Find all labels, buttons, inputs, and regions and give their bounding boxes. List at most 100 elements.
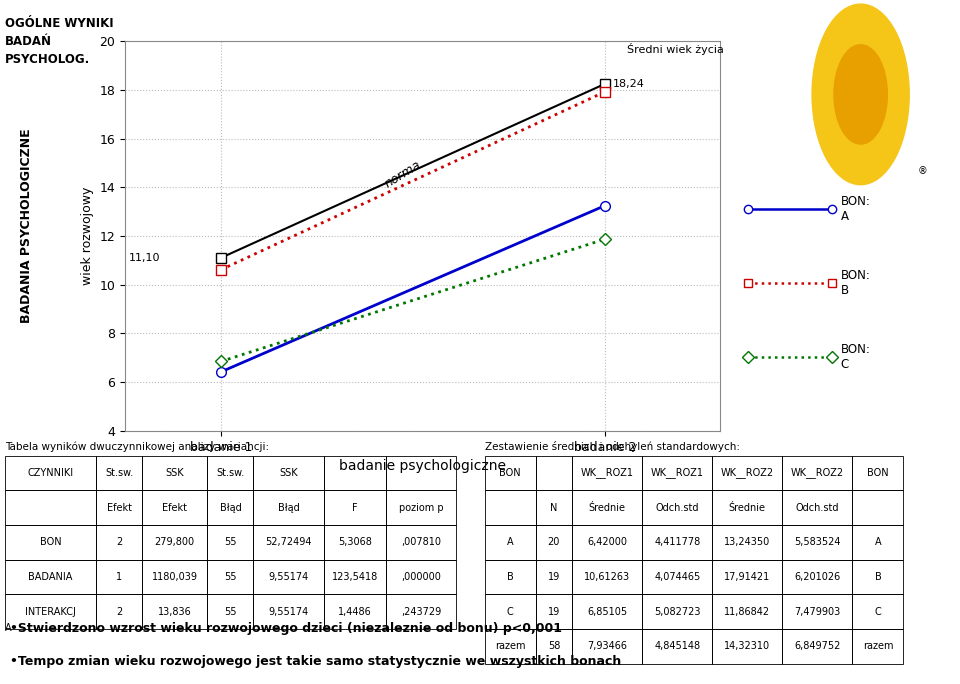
Text: Efekt: Efekt [162, 503, 187, 512]
Text: Średni wiek życia: Średni wiek życia [627, 44, 724, 55]
Bar [386, 456, 456, 490]
Text: N: N [550, 503, 558, 512]
Bar [207, 490, 253, 525]
Bar [485, 456, 536, 490]
Text: 10,61263: 10,61263 [584, 572, 631, 582]
Bar [142, 525, 207, 560]
Text: 58: 58 [548, 642, 560, 651]
Text: C: C [875, 607, 881, 616]
Bar [96, 490, 142, 525]
Text: BON:
C: BON: C [841, 343, 871, 371]
Text: BON:
A: BON: A [841, 196, 871, 223]
Text: 6,201026: 6,201026 [794, 572, 841, 582]
Bar [852, 525, 903, 560]
Bar [572, 560, 642, 594]
Text: BON: BON [39, 537, 61, 547]
Bar [5, 525, 96, 560]
Text: 2: 2 [116, 607, 122, 616]
Bar [852, 629, 903, 663]
Bar [712, 490, 782, 525]
Text: 123,5418: 123,5418 [331, 572, 378, 582]
Text: B: B [507, 572, 514, 582]
Text: 5,082723: 5,082723 [654, 607, 701, 616]
Text: Średnie: Średnie [729, 503, 766, 512]
Text: 19: 19 [548, 607, 560, 616]
Text: 4,074465: 4,074465 [654, 572, 701, 582]
Text: poziom p: poziom p [398, 503, 444, 512]
Text: 11,86842: 11,86842 [724, 607, 771, 616]
Bar [642, 594, 712, 629]
Text: 14,32310: 14,32310 [724, 642, 771, 651]
X-axis label: badanie psychologiczne: badanie psychologiczne [339, 459, 506, 473]
Bar [324, 594, 386, 629]
Bar [712, 594, 782, 629]
Text: C: C [507, 607, 514, 616]
Bar [5, 490, 96, 525]
Bar [712, 629, 782, 663]
Text: 13,24350: 13,24350 [724, 537, 771, 547]
Bar [253, 525, 324, 560]
Text: 55: 55 [224, 607, 237, 616]
Text: 2: 2 [116, 537, 122, 547]
Bar [253, 594, 324, 629]
Circle shape [834, 44, 887, 144]
Bar [485, 490, 536, 525]
Bar [536, 594, 572, 629]
Text: ,000000: ,000000 [401, 572, 441, 582]
Bar [536, 629, 572, 663]
Text: Błąd: Błąd [277, 503, 300, 512]
Bar [572, 525, 642, 560]
Bar [782, 490, 852, 525]
Bar [485, 629, 536, 663]
Bar [642, 560, 712, 594]
Text: 4,845148: 4,845148 [654, 642, 701, 651]
Bar [852, 490, 903, 525]
Text: 5,3068: 5,3068 [338, 537, 372, 547]
Text: 52,72494: 52,72494 [265, 537, 312, 547]
Bar [712, 525, 782, 560]
Text: 1: 1 [116, 572, 122, 582]
Text: BON:
B: BON: B [841, 269, 871, 297]
Bar [536, 525, 572, 560]
Bar [852, 594, 903, 629]
Text: 13,836: 13,836 [157, 607, 192, 616]
Bar [142, 456, 207, 490]
Text: Tabela wyników dwuczynnikowej analizy wariancji:: Tabela wyników dwuczynnikowej analizy wa… [5, 441, 269, 452]
Text: 279,800: 279,800 [155, 537, 195, 547]
Text: SSK: SSK [165, 468, 184, 478]
Text: Odch.std: Odch.std [656, 503, 699, 512]
Text: 17,91421: 17,91421 [724, 572, 771, 582]
Bar [207, 456, 253, 490]
Text: 6,85105: 6,85105 [588, 607, 627, 616]
Text: A: A [5, 622, 12, 633]
Bar [485, 560, 536, 594]
Bar [536, 560, 572, 594]
Text: Odch.std: Odch.std [796, 503, 839, 512]
Text: A: A [875, 537, 881, 547]
Bar [782, 560, 852, 594]
Text: 1,4486: 1,4486 [338, 607, 372, 616]
Bar [5, 594, 96, 629]
Text: Efekt: Efekt [107, 503, 132, 512]
Bar [782, 594, 852, 629]
Bar [253, 456, 324, 490]
Bar [96, 525, 142, 560]
Bar [642, 490, 712, 525]
Text: 55: 55 [224, 537, 237, 547]
Text: razem: razem [495, 642, 525, 651]
Bar [536, 490, 572, 525]
Text: 1180,039: 1180,039 [152, 572, 198, 582]
Bar [572, 594, 642, 629]
Bar [485, 525, 536, 560]
Bar [386, 594, 456, 629]
Bar [96, 560, 142, 594]
Bar [324, 490, 386, 525]
Text: 18,24: 18,24 [612, 79, 644, 89]
Text: 55: 55 [224, 572, 237, 582]
Bar [324, 525, 386, 560]
Text: WK__ROZ1: WK__ROZ1 [651, 467, 704, 478]
Circle shape [812, 4, 909, 185]
Bar [485, 594, 536, 629]
Text: A: A [507, 537, 514, 547]
Bar [142, 594, 207, 629]
